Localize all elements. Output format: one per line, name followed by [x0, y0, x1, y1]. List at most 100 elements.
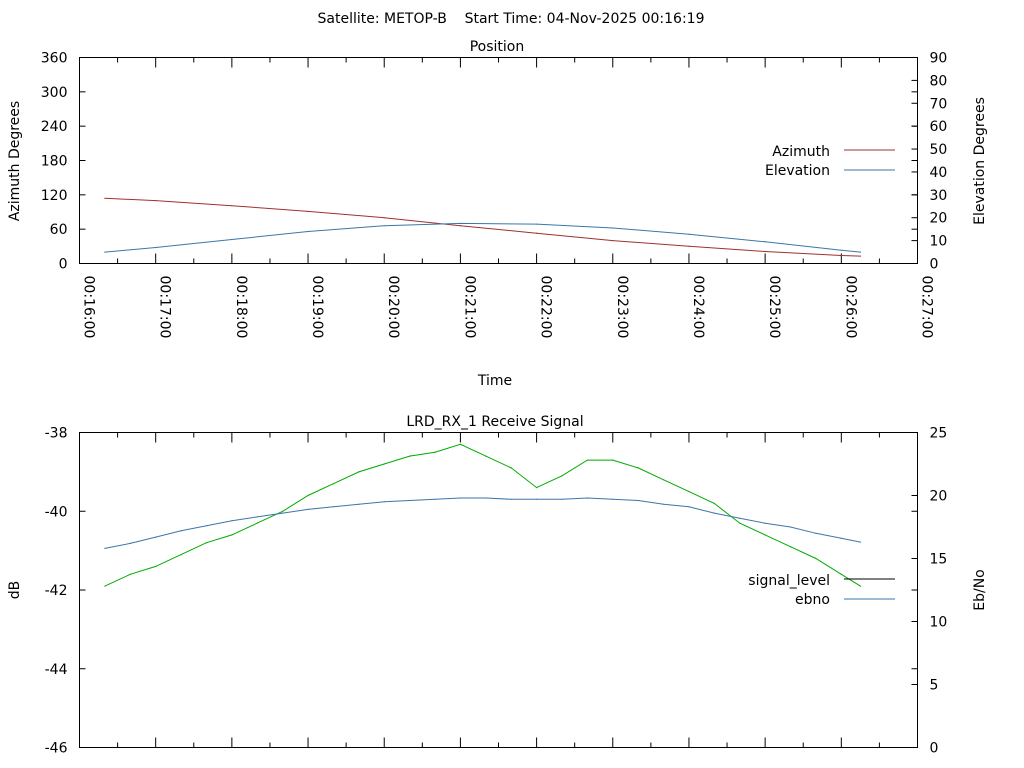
data-point: [409, 455, 411, 457]
signal-plot-frame: [79, 432, 918, 748]
data-point: [764, 241, 766, 243]
data-point: [205, 542, 208, 544]
data-point: [383, 217, 385, 219]
data-point: [256, 522, 258, 524]
data-point: [459, 497, 461, 499]
y2-tick-label: 5: [930, 678, 939, 694]
data-point: [840, 249, 842, 251]
data-point: [739, 522, 741, 524]
position-chart: Position 0 60 120 180 240 300 360 0 10 20 30 40 50 60…: [7, 39, 988, 389]
y2-tick-label: 15: [930, 552, 948, 568]
data-point: [859, 251, 862, 253]
data-point: [859, 585, 862, 587]
data-point: [561, 498, 563, 500]
y2-tick-label: 10: [930, 615, 948, 631]
legend-signal-level-label: signal_level: [748, 573, 830, 589]
x-tick-label: 00:16:00: [81, 276, 97, 339]
data-point: [612, 227, 614, 229]
x-tick-label: 00:17:00: [157, 276, 173, 339]
y2-tick-label: 80: [930, 73, 948, 89]
data-point: [789, 526, 792, 528]
data-point: [307, 210, 309, 212]
data-point: [688, 245, 690, 247]
series-line-ebno: [104, 497, 861, 549]
y-tick-label: 360: [41, 51, 68, 67]
signal-chart-title: LRD_RX_1 Receive Signal: [406, 414, 583, 430]
data-point: [307, 508, 309, 510]
data-point: [282, 510, 284, 512]
y-tick-label: -40: [45, 504, 68, 520]
data-point: [815, 557, 817, 560]
data-point: [231, 520, 233, 522]
y2-tick-label: 70: [930, 96, 948, 112]
series-line-elevation: [104, 222, 861, 253]
data-point: [155, 536, 157, 538]
data-point: [510, 467, 512, 469]
data-point: [231, 534, 233, 536]
data-point: [739, 517, 741, 519]
data-point: [358, 471, 360, 473]
data-point: [536, 498, 538, 500]
data-point: [104, 547, 106, 550]
x-tick-label: 00:22:00: [538, 276, 554, 339]
signal-y2label: Eb/No: [972, 569, 988, 611]
y2-tick-label: 0: [930, 257, 939, 273]
data-point: [840, 254, 842, 257]
y2-tick-label: 0: [930, 741, 939, 757]
series-line-azimuth: [104, 197, 861, 257]
x-tick-label: 00:19:00: [309, 276, 325, 339]
data-point: [256, 516, 258, 518]
data-point: [586, 459, 589, 461]
data-point: [434, 498, 436, 500]
data-point: [815, 532, 817, 534]
y2-tick-label: 20: [930, 489, 948, 505]
data-point: [536, 487, 538, 489]
data-point: [688, 491, 690, 493]
data-point: [459, 443, 461, 445]
data-point: [536, 223, 538, 225]
data-point: [155, 246, 157, 249]
position-chart-title: Position: [470, 39, 525, 55]
data-point: [383, 463, 385, 465]
y2-tick-label: 30: [930, 188, 948, 204]
data-point: [485, 497, 487, 499]
data-point: [231, 205, 233, 207]
y2-tick-label: 60: [930, 119, 948, 135]
data-point: [663, 503, 665, 505]
data-point: [764, 534, 766, 536]
data-point: [307, 230, 309, 233]
position-y2label: Elevation Degrees: [972, 97, 988, 225]
data-point: [612, 498, 614, 500]
data-point: [155, 565, 157, 568]
data-point: [510, 498, 512, 500]
y2-tick-label: 25: [930, 426, 948, 442]
header-title: Satellite: METOP-B Start Time: 04-Nov-20…: [318, 11, 705, 27]
y-tick-label: -38: [45, 426, 68, 442]
data-point: [612, 240, 614, 242]
position-ylabel: Azimuth Degrees: [7, 101, 23, 221]
position-legend: Azimuth Elevation: [765, 144, 895, 179]
data-point: [764, 250, 766, 253]
position-xlabel: Time: [477, 373, 512, 389]
data-point: [840, 537, 842, 539]
data-point: [859, 541, 862, 543]
data-point: [688, 506, 690, 508]
data-point: [637, 467, 639, 469]
y-tick-label: 180: [41, 154, 68, 170]
data-point: [789, 546, 792, 548]
y2-tick-label: 50: [930, 142, 948, 158]
data-point: [104, 585, 106, 587]
data-point: [586, 497, 589, 499]
x-tick-label: 00:18:00: [233, 276, 249, 339]
data-point: [840, 573, 842, 575]
signal-ylabel: dB: [7, 581, 23, 600]
data-point: [459, 225, 461, 227]
x-tick-label: 00:21:00: [461, 276, 477, 339]
signal-legend: signal_level ebno: [748, 573, 895, 608]
x-tick-label: 00:24:00: [690, 276, 706, 339]
legend-elevation-label: Elevation: [765, 163, 830, 179]
data-point: [307, 494, 309, 497]
data-point: [104, 197, 106, 199]
data-point: [713, 512, 715, 514]
data-point: [332, 506, 334, 508]
